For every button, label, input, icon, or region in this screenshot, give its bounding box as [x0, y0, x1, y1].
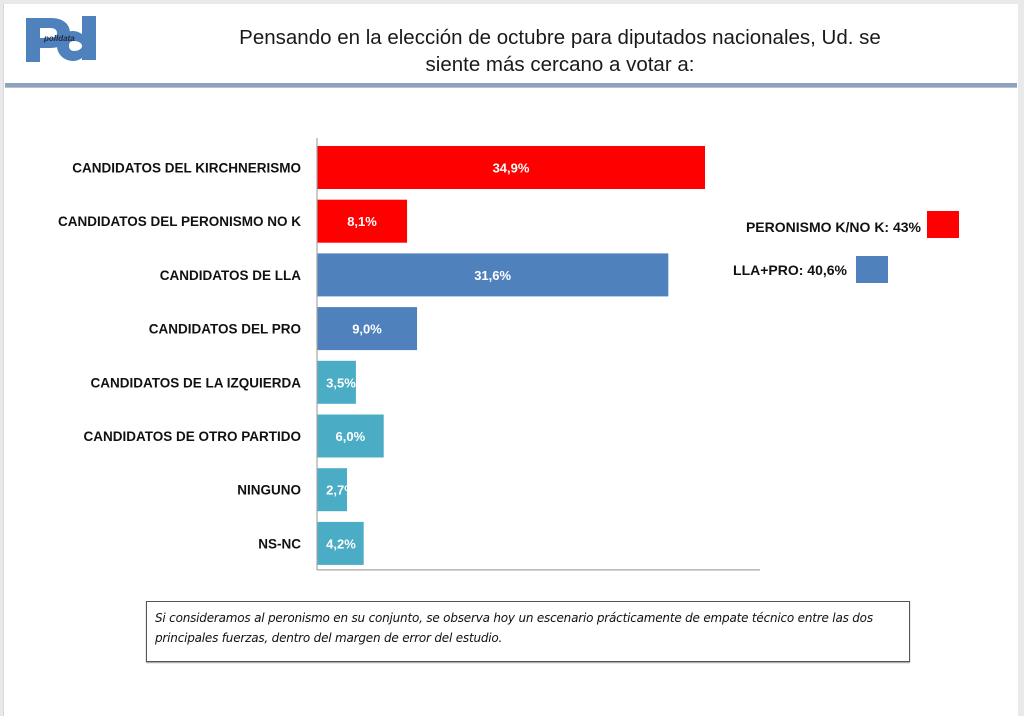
page — [3, 4, 1018, 716]
bar — [317, 199, 408, 243]
bar — [317, 360, 356, 404]
note-box: Si consideramos al peronismo en su conju… — [146, 601, 910, 662]
bar — [317, 414, 384, 458]
category-label: CANDIDATOS DEL PRO — [149, 322, 301, 337]
category-label: NINGUNO — [237, 483, 301, 498]
bar — [317, 521, 364, 565]
bar-value-label: 4,2% — [326, 536, 356, 551]
legend-swatch — [927, 211, 959, 238]
bar — [317, 146, 705, 189]
title-line-2: siente más cercano a votar a: — [425, 53, 695, 76]
category-label: NS-NC — [258, 536, 301, 551]
note-text: Si consideramos al peronismo en su conju… — [155, 611, 873, 645]
bar — [317, 253, 669, 297]
polldata-logo: polldata — [26, 16, 96, 62]
category-label: CANDIDATOS DE LA IZQUIERDA — [90, 375, 301, 390]
bar-value-label: 31,6% — [474, 268, 511, 283]
legend-label: LLA+PRO: 40,6% — [733, 262, 848, 278]
logo-d-shape — [57, 16, 96, 61]
bar — [317, 307, 418, 351]
bar — [317, 468, 348, 512]
category-label: CANDIDATOS DE LLA — [160, 268, 301, 283]
logo-p-shape — [26, 18, 70, 62]
category-label: CANDIDATOS DEL PERONISMO NO K — [58, 214, 301, 229]
page-title: Pensando en la elección de octubre para … — [160, 24, 960, 78]
category-label: CANDIDATOS DE OTRO PARTIDO — [83, 429, 301, 444]
legend-swatch — [856, 256, 888, 283]
bar-value-label: 8,1% — [347, 214, 377, 229]
bar-value-label: 34,9% — [493, 161, 530, 176]
bar-value-label: 6,0% — [336, 429, 366, 444]
bar-value-label: 2,7% — [326, 483, 356, 498]
legend-label: PERONISMO K/NO K: 43% — [746, 219, 922, 235]
title-line-1: Pensando en la elección de octubre para … — [239, 26, 881, 49]
header-divider — [5, 83, 1017, 88]
category-label: CANDIDATOS DEL KIRCHNERISMO — [72, 161, 301, 176]
bar-value-label: 9,0% — [352, 322, 382, 337]
bar-value-label: 3,5% — [326, 375, 356, 390]
logo-text: polldata — [43, 34, 75, 43]
